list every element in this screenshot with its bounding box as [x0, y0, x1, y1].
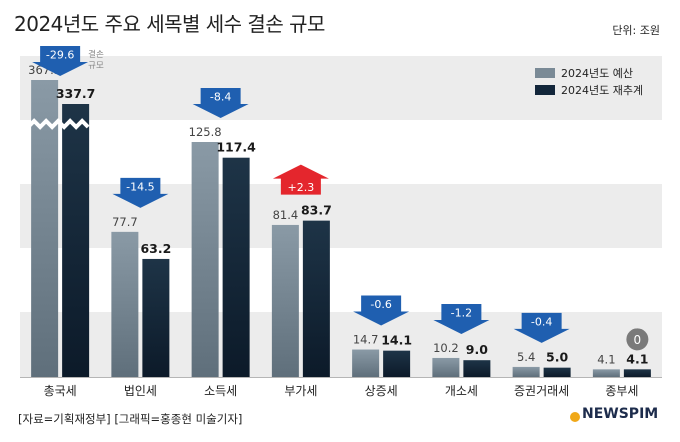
difference-label: -29.6	[46, 49, 74, 62]
bar-actual	[302, 220, 330, 377]
difference-label: 0	[634, 333, 642, 347]
category-label: 부가세	[284, 384, 317, 398]
budget-value-label: 10.2	[433, 341, 459, 355]
brand-name: NEWSPIM	[582, 406, 659, 422]
decrease-arrow-icon	[513, 312, 570, 343]
unit-label: 단위: 조원	[612, 24, 660, 37]
bar-actual	[543, 367, 571, 377]
category-label: 개소세	[445, 384, 478, 398]
increase-arrow-icon	[272, 164, 329, 195]
bar-actual	[62, 104, 90, 377]
bar-budget	[352, 349, 380, 377]
actual-value-label: 83.7	[301, 203, 332, 218]
difference-caption: 결손	[88, 49, 104, 60]
chart-title: 2024년도 주요 세목별 세수 결손 규모	[14, 12, 325, 36]
axis-break-mark	[26, 118, 90, 132]
bar-actual	[222, 157, 250, 377]
budget-value-label: 125.8	[189, 125, 222, 139]
source-credit: [자료=기획재정부] [그래픽=홍종현 미술기자]	[18, 412, 243, 426]
bar-budget	[432, 357, 460, 377]
bar-actual	[383, 350, 411, 377]
actual-value-label: 9.0	[466, 342, 488, 357]
difference-label: -0.6	[370, 298, 391, 311]
actual-value-label: 14.1	[381, 333, 412, 348]
budget-value-label: 14.7	[353, 333, 379, 347]
actual-value-label: 117.4	[216, 140, 256, 155]
category-label: 증권거래세	[514, 384, 569, 398]
legend-swatch-budget	[535, 68, 555, 78]
bar-budget	[111, 231, 139, 377]
difference-label: -1.2	[451, 306, 472, 319]
difference-label: +2.3	[288, 181, 315, 194]
legend-label-budget: 2024년도 예산	[561, 67, 633, 80]
bar-budget	[191, 142, 219, 377]
decrease-arrow-icon	[353, 295, 410, 326]
brand-logo-icon	[570, 412, 580, 422]
bar-budget	[592, 369, 620, 377]
budget-value-label: 4.1	[597, 352, 615, 366]
legend-label-actual: 2024년도 재추계	[561, 84, 643, 97]
category-label: 총국세	[44, 384, 77, 398]
legend-swatch-actual	[535, 85, 555, 95]
budget-value-label: 81.4	[273, 208, 299, 222]
category-label: 법인세	[124, 384, 157, 398]
bar-actual	[142, 258, 170, 377]
actual-value-label: 337.7	[56, 86, 96, 101]
category-label: 소득세	[204, 384, 237, 398]
actual-value-label: 5.0	[546, 350, 568, 365]
difference-label: -0.4	[531, 315, 552, 328]
bar-budget	[512, 366, 540, 377]
decrease-arrow-icon	[32, 46, 89, 76]
difference-caption: 규모	[88, 61, 104, 71]
bar-actual	[463, 360, 491, 377]
actual-value-label: 4.1	[626, 351, 648, 366]
budget-value-label: 5.4	[517, 350, 535, 364]
actual-value-label: 63.2	[140, 241, 171, 256]
decrease-arrow-icon	[112, 177, 169, 208]
difference-label: -8.4	[210, 91, 231, 104]
category-label: 상증세	[365, 384, 398, 398]
zero-difference-badge	[626, 328, 649, 351]
budget-value-label: 77.7	[112, 215, 138, 229]
difference-label: -14.5	[126, 180, 154, 193]
bar-budget	[271, 224, 299, 377]
decrease-arrow-icon	[192, 88, 249, 118]
bar-budget	[31, 80, 59, 377]
bar-actual	[623, 369, 651, 377]
category-label: 종부세	[605, 384, 638, 398]
decrease-arrow-icon	[433, 303, 490, 334]
